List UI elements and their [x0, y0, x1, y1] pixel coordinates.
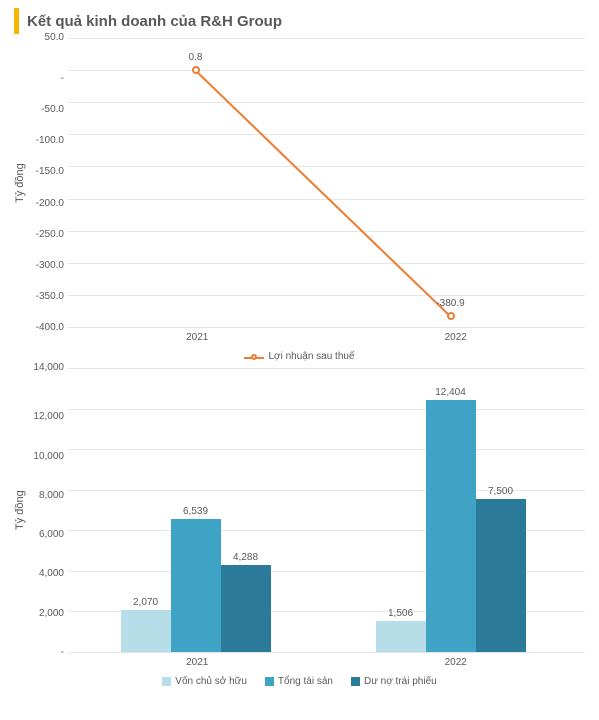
- gridline: [68, 327, 585, 328]
- bar-chart: Tỷ đồng 14,00012,00010,0008,0006,0004,00…: [14, 368, 585, 687]
- ytick: -400.0: [36, 323, 64, 333]
- bar: 6,539: [171, 519, 221, 652]
- ytick: -200.0: [36, 199, 64, 209]
- legend-item: Tổng tài sản: [265, 676, 333, 687]
- legend-item-profit: Lợi nhuận sau thuế: [244, 351, 354, 362]
- bar-label: 6,539: [183, 506, 208, 517]
- legend-label: Tổng tài sản: [278, 676, 333, 687]
- legend-label: Dư nợ trái phiếu: [364, 676, 437, 687]
- gridline: [68, 368, 585, 369]
- gridline: [68, 102, 585, 103]
- square-swatch-icon: [265, 677, 274, 686]
- ytick: 50.0: [45, 33, 64, 43]
- legend-label: Vốn chủ sở hữu: [175, 676, 247, 687]
- ytick: -: [61, 648, 64, 658]
- ytick: 14,000: [33, 363, 64, 373]
- bar: 4,288: [221, 565, 271, 652]
- xtick: 2022: [327, 657, 586, 668]
- ytick: 6,000: [39, 530, 64, 540]
- bar-chart-yaxis: 14,00012,00010,0008,0006,0004,0002,000-: [28, 368, 68, 653]
- bar-chart-body: Tỷ đồng 14,00012,00010,0008,0006,0004,00…: [14, 368, 585, 653]
- accent-bar: [14, 8, 19, 34]
- gridline: [68, 295, 585, 296]
- gridline: [68, 70, 585, 71]
- ytick: -150.0: [36, 167, 64, 177]
- ytick: 2,000: [39, 609, 64, 619]
- chart-title-row: Kết quả kinh doanh của R&H Group: [14, 8, 585, 34]
- xtick: 2021: [68, 332, 327, 343]
- bar-chart-legend: Vốn chủ sở hữu Tổng tài sản Dư nợ trái phi…: [14, 676, 585, 687]
- bar-label: 4,288: [233, 552, 258, 563]
- gridline: [68, 38, 585, 39]
- legend-item: Dư nợ trái phiếu: [351, 676, 437, 687]
- bar-label: 1,506: [388, 608, 413, 619]
- bar: 7,500: [476, 499, 526, 652]
- bar-label: 7,500: [488, 486, 513, 497]
- gridline: [68, 134, 585, 135]
- ytick: 12,000: [33, 412, 64, 422]
- legend-item: Vốn chủ sở hữu: [162, 676, 247, 687]
- gridline: [68, 166, 585, 167]
- xtick: 2022: [327, 332, 586, 343]
- ytick: -300.0: [36, 261, 64, 271]
- ytick: -100.0: [36, 136, 64, 146]
- square-swatch-icon: [351, 677, 360, 686]
- legend-label-profit: Lợi nhuận sau thuế: [268, 351, 354, 362]
- bar-label: 12,404: [435, 387, 466, 398]
- line-chart-xaxis: 20212022: [68, 332, 585, 343]
- line-chart-ylabel: Tỷ đồng: [14, 38, 28, 328]
- line-chart-plot: 0.8 -380.9: [68, 38, 585, 328]
- line-segment: [195, 70, 451, 317]
- line-chart-yaxis: 50.0--50.0-100.0-150.0-200.0-250.0-300.0…: [28, 38, 68, 328]
- gridline: [68, 263, 585, 264]
- bar-chart-ylabel: Tỷ đồng: [14, 368, 28, 653]
- line-chart: Tỷ đồng 50.0--50.0-100.0-150.0-200.0-250…: [14, 38, 585, 362]
- ytick: -250.0: [36, 230, 64, 240]
- bar: 12,404: [426, 400, 476, 653]
- bar: 2,070: [121, 610, 171, 652]
- bar-group: 1,50612,4047,500: [376, 400, 526, 653]
- ytick: -: [61, 74, 64, 84]
- ytick: -50.0: [41, 105, 64, 115]
- gridline: [68, 231, 585, 232]
- xtick: 2021: [68, 657, 327, 668]
- ytick: -350.0: [36, 292, 64, 302]
- bar-chart-xaxis: 20212022: [68, 657, 585, 668]
- line-chart-body: Tỷ đồng 50.0--50.0-100.0-150.0-200.0-250…: [14, 38, 585, 328]
- data-marker: [447, 312, 455, 320]
- bar-group: 2,0706,5394,288: [121, 519, 271, 652]
- data-label: 0.8: [189, 52, 203, 63]
- line-chart-legend: Lợi nhuận sau thuế: [14, 351, 585, 362]
- data-label: -380.9: [436, 298, 464, 309]
- bar-label: 2,070: [133, 597, 158, 608]
- page-title: Kết quả kinh doanh của R&H Group: [27, 13, 282, 30]
- bar: 1,506: [376, 621, 426, 652]
- ytick: 4,000: [39, 569, 64, 579]
- data-marker: [192, 66, 200, 74]
- square-swatch-icon: [162, 677, 171, 686]
- gridline: [68, 652, 585, 653]
- bar-chart-plot: 2,0706,5394,2881,50612,4047,500: [68, 368, 585, 653]
- ytick: 10,000: [33, 452, 64, 462]
- ytick: 8,000: [39, 491, 64, 501]
